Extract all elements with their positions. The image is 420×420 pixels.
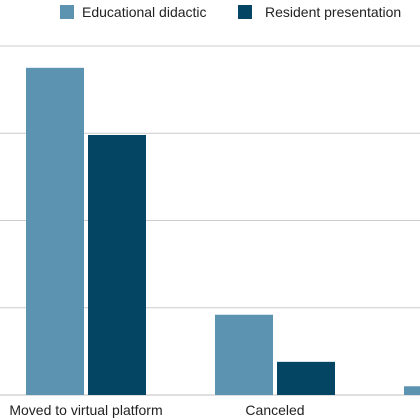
x-tick-labels: Moved to virtual platformCanceledPostpon…: [9, 402, 304, 418]
bar: [404, 386, 420, 395]
legend-label: Resident presentation: [265, 4, 401, 20]
x-tick-label: Moved to virtual platform: [9, 402, 162, 418]
bar: [26, 67, 84, 395]
legend: Educational didactic Resident presentatio…: [60, 4, 401, 20]
x-tick-label: Canceled: [245, 402, 304, 418]
legend-swatch: [60, 5, 74, 19]
bar: [215, 314, 273, 395]
bar: [277, 361, 335, 395]
bars: [26, 67, 420, 395]
legend-swatch: [238, 5, 252, 19]
bar: [88, 134, 146, 395]
legend-label: Educational didactic: [82, 4, 207, 20]
